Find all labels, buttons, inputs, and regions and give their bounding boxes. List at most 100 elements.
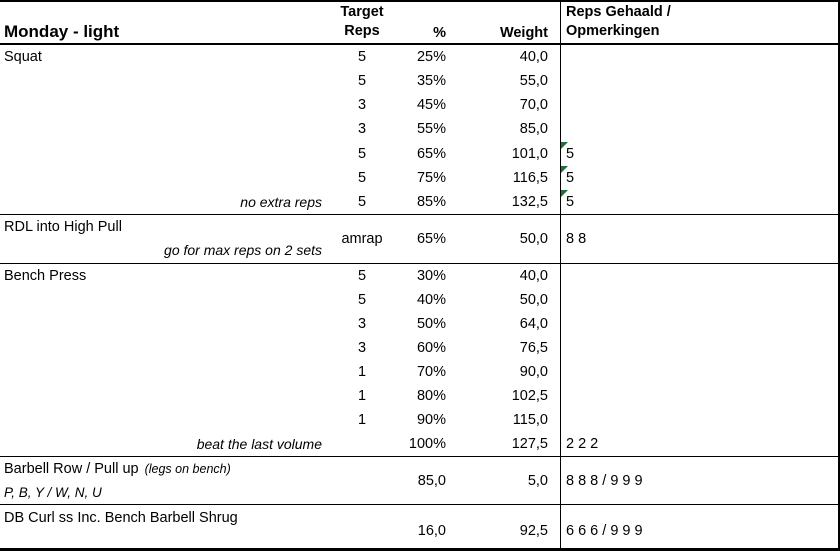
target-reps-cell[interactable]: 1 — [332, 360, 392, 384]
exercise-note-cell[interactable]: beat the last volume — [0, 432, 332, 456]
weight-cell[interactable]: 76,5 — [455, 336, 560, 360]
reps-achieved-cell[interactable] — [560, 264, 838, 288]
exercise-name: RDL into High Pull — [4, 219, 122, 235]
reps-achieved-cell[interactable]: 8 8 8 / 9 9 9 — [560, 457, 838, 504]
percent-cell[interactable]: 85,0 — [392, 457, 455, 504]
target-reps-cell[interactable]: 5 — [332, 190, 392, 214]
exercise-cell[interactable] — [0, 408, 332, 432]
exercise-note-cell[interactable]: no extra reps — [0, 190, 332, 214]
weight-cell[interactable]: 5,0 — [455, 457, 560, 504]
weight-cell[interactable]: 127,5 — [455, 432, 560, 456]
reps-achieved-cell[interactable] — [560, 93, 838, 118]
exercise-cell[interactable] — [0, 360, 332, 384]
reps-achieved-cell[interactable] — [560, 360, 838, 384]
percent-cell[interactable]: 25% — [392, 45, 455, 69]
target-reps-cell[interactable]: 5 — [332, 69, 392, 93]
reps-achieved-cell[interactable] — [560, 69, 838, 94]
target-reps-cell[interactable] — [332, 432, 392, 456]
target-reps-cell[interactable]: 5 — [332, 45, 392, 69]
percent-cell[interactable]: 70% — [392, 360, 455, 384]
exercise-cell[interactable] — [0, 69, 332, 93]
reps-achieved-cell[interactable]: 5 — [560, 141, 838, 166]
percent-cell[interactable]: 85% — [392, 190, 455, 214]
target-reps-cell[interactable] — [332, 505, 392, 548]
weight-cell[interactable]: 116,5 — [455, 166, 560, 190]
percent-cell[interactable]: 50% — [392, 312, 455, 336]
weight-cell[interactable]: 132,5 — [455, 190, 560, 214]
percent-cell[interactable]: 55% — [392, 117, 455, 141]
target-reps-cell[interactable]: 3 — [332, 117, 392, 141]
title-cell[interactable]: Monday - light — [0, 2, 332, 43]
target-reps-cell[interactable] — [332, 457, 392, 504]
percent-cell[interactable]: 30% — [392, 264, 455, 288]
reps-achieved-cell[interactable]: 5 — [560, 189, 838, 214]
reps-achieved-cell[interactable] — [560, 408, 838, 432]
weight-cell[interactable]: 70,0 — [455, 93, 560, 117]
header-percent-cell[interactable]: % — [392, 2, 455, 43]
reps-achieved-cell[interactable] — [560, 45, 838, 70]
reps-achieved-cell[interactable] — [560, 117, 838, 142]
target-reps-cell[interactable]: 5 — [332, 166, 392, 190]
target-reps-cell[interactable]: 3 — [332, 93, 392, 117]
percent-cell[interactable]: 65% — [392, 215, 455, 263]
exercise-cell[interactable] — [0, 384, 332, 408]
reps-achieved-cell[interactable]: 2 2 2 — [560, 432, 838, 456]
target-reps-cell[interactable]: amrap — [332, 215, 392, 263]
percent-cell[interactable]: 65% — [392, 142, 455, 166]
percent-cell[interactable]: 40% — [392, 288, 455, 312]
target-reps-cell[interactable]: 3 — [332, 336, 392, 360]
exercise-note: no extra reps — [240, 193, 322, 210]
exercise-cell[interactable] — [0, 288, 332, 312]
exercise-cell[interactable]: Bench Press — [0, 264, 332, 288]
reps-achieved-cell[interactable] — [560, 312, 838, 336]
exercise-cell[interactable] — [0, 93, 332, 117]
exercise-cell[interactable]: Squat — [0, 45, 332, 69]
reps-achieved-cell[interactable] — [560, 384, 838, 408]
percent-value: 90% — [416, 412, 446, 428]
target-reps-cell[interactable]: 1 — [332, 408, 392, 432]
reps-achieved-cell[interactable]: 8 8 — [560, 215, 838, 263]
reps-achieved-cell[interactable]: 6 6 6 / 9 9 9 — [560, 505, 838, 548]
weight-cell[interactable]: 102,5 — [455, 384, 560, 408]
reps-achieved-cell[interactable] — [560, 336, 838, 360]
exercise-cell[interactable] — [0, 142, 332, 166]
exercise-cell[interactable]: DB Curl ss Inc. Bench Barbell Shrug — [0, 505, 332, 548]
percent-value: 65% — [416, 145, 446, 162]
target-reps-cell[interactable]: 5 — [332, 264, 392, 288]
weight-cell[interactable]: 92,5 — [455, 505, 560, 548]
target-reps-cell[interactable]: 3 — [332, 312, 392, 336]
set-row: 1 70% 90,0 — [0, 360, 838, 384]
weight-cell[interactable]: 115,0 — [455, 408, 560, 432]
exercise-cell[interactable] — [0, 312, 332, 336]
target-reps-cell[interactable]: 1 — [332, 384, 392, 408]
weight-cell[interactable]: 50,0 — [455, 215, 560, 263]
weight-cell[interactable]: 55,0 — [455, 69, 560, 93]
percent-cell[interactable]: 45% — [392, 93, 455, 117]
percent-cell[interactable]: 35% — [392, 69, 455, 93]
header-weight-cell[interactable]: Weight — [455, 2, 560, 43]
reps-achieved-cell[interactable]: 5 — [560, 165, 838, 190]
percent-cell[interactable]: 75% — [392, 166, 455, 190]
weight-cell[interactable]: 64,0 — [455, 312, 560, 336]
target-reps-cell[interactable]: 5 — [332, 288, 392, 312]
weight-cell[interactable]: 50,0 — [455, 288, 560, 312]
weight-cell[interactable]: 101,0 — [455, 142, 560, 166]
exercise-cell[interactable] — [0, 117, 332, 141]
exercise-cell[interactable]: RDL into High Pull go for max reps on 2 … — [0, 215, 332, 263]
exercise-cell[interactable] — [0, 166, 332, 190]
percent-cell[interactable]: 100% — [392, 432, 455, 456]
header-notes-cell[interactable]: Reps Gehaald / Opmerkingen — [560, 2, 838, 43]
reps-achieved-cell[interactable] — [560, 288, 838, 312]
target-reps-cell[interactable]: 5 — [332, 142, 392, 166]
weight-cell[interactable]: 85,0 — [455, 117, 560, 141]
weight-cell[interactable]: 40,0 — [455, 264, 560, 288]
weight-cell[interactable]: 40,0 — [455, 45, 560, 69]
percent-cell[interactable]: 90% — [392, 408, 455, 432]
weight-cell[interactable]: 90,0 — [455, 360, 560, 384]
percent-cell[interactable]: 80% — [392, 384, 455, 408]
exercise-cell[interactable] — [0, 336, 332, 360]
percent-cell[interactable]: 16,0 — [392, 505, 455, 548]
percent-cell[interactable]: 60% — [392, 336, 455, 360]
header-target-reps-cell[interactable]: Target Reps — [332, 2, 392, 43]
exercise-cell[interactable]: Barbell Row / Pull up (legs on bench) P, … — [0, 457, 332, 504]
